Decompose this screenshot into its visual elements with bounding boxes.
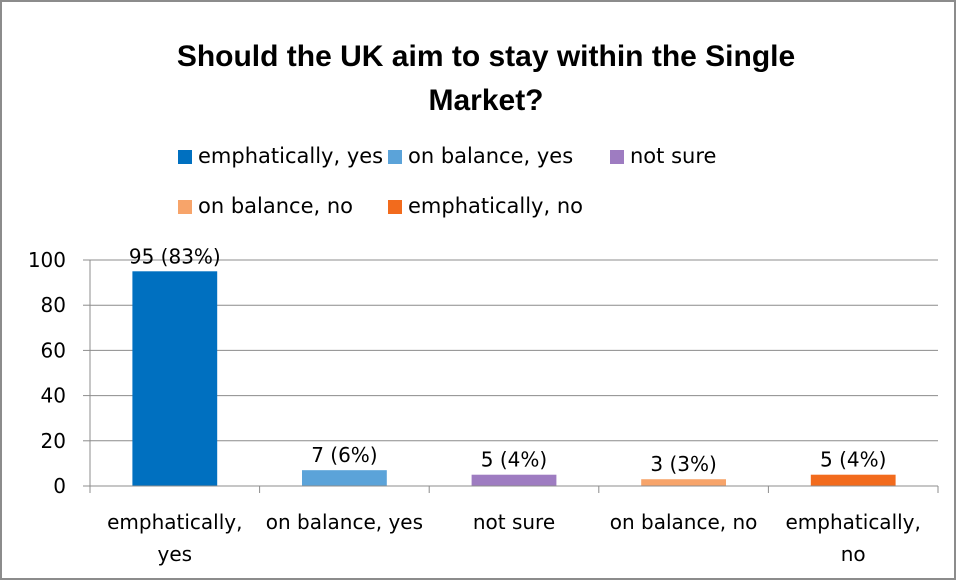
data-label-3: 5 (4%) (481, 448, 547, 472)
category-label-4-line-1: on balance, no (610, 510, 758, 534)
legend-swatch-5 (388, 200, 402, 214)
data-label-1: 95 (83%) (129, 244, 221, 268)
bar-5 (810, 474, 896, 486)
y-tick-label-0: 0 (53, 474, 66, 498)
category-label-5-line-2: no (841, 542, 866, 566)
y-tick-label-60: 60 (41, 338, 66, 362)
category-label-1-line-2: yes (158, 542, 193, 566)
y-tick-label-80: 80 (41, 293, 66, 317)
legend-swatch-2 (388, 150, 402, 164)
category-label-5-line-1: emphatically, (786, 510, 921, 534)
legend-swatch-1 (178, 150, 192, 164)
data-labels: 95 (83%) 7 (6%) 5 (4%) 3 (3%) 5 (4%) (129, 244, 887, 476)
bar-2 (302, 470, 387, 486)
legend-swatch-3 (610, 150, 624, 164)
bar-4 (641, 479, 726, 486)
category-label-1-line-1: emphatically, (107, 510, 242, 534)
category-label-3-line-1: not sure (473, 510, 555, 534)
legend-label-3: not sure (630, 144, 716, 168)
y-axis-ticks: 0 20 40 60 80 100 (28, 248, 90, 498)
y-tick-label-40: 40 (41, 384, 66, 408)
legend-label-4: on balance, no (198, 194, 353, 218)
category-labels: emphatically, yes on balance, yes not sure o… (107, 510, 921, 566)
data-label-4: 3 (3%) (650, 452, 716, 476)
bars (132, 271, 896, 486)
axes (89, 260, 939, 493)
data-label-2: 7 (6%) (311, 443, 377, 467)
gridlines (90, 259, 938, 442)
legend: emphatically, yes on balance, yes not sure… (178, 144, 716, 218)
y-tick-label-100: 100 (28, 248, 66, 272)
legend-swatch-4 (178, 200, 192, 214)
legend-label-2: on balance, yes (408, 144, 573, 168)
data-label-5: 5 (4%) (820, 448, 886, 472)
legend-label-1: emphatically, yes (198, 144, 383, 168)
chart-title-line-2: Market? (428, 84, 543, 117)
bar-3 (471, 474, 557, 486)
y-tick-label-20: 20 (41, 429, 66, 453)
bar-1 (132, 271, 218, 486)
legend-label-5: emphatically, no (408, 194, 583, 218)
chart-title-line-1: Should the UK aim to stay within the Sin… (177, 40, 795, 73)
category-label-2-line-1: on balance, yes (266, 510, 423, 534)
